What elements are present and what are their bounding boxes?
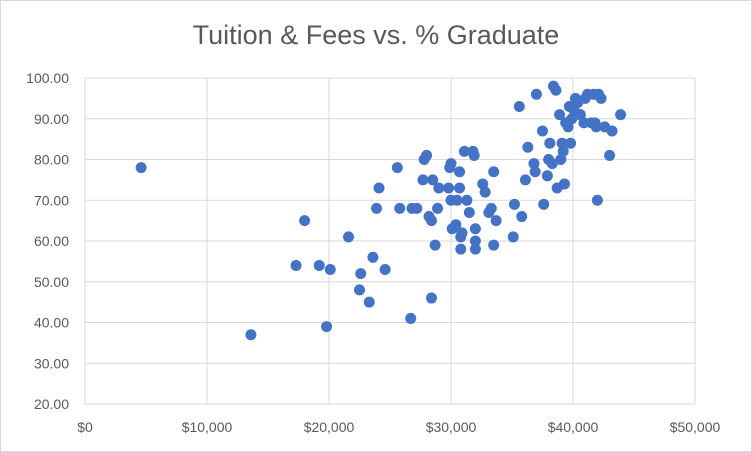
data-point [541, 170, 553, 182]
data-point [391, 162, 403, 174]
x-tick-label: $20,000 [304, 419, 355, 435]
data-point [557, 145, 569, 157]
data-point [469, 223, 481, 235]
y-tick-label: 60.00 [34, 233, 69, 249]
data-point [604, 149, 616, 161]
data-point [135, 162, 147, 174]
data-point [432, 202, 444, 214]
data-point [354, 284, 365, 296]
data-point [556, 137, 568, 149]
data-point [427, 174, 439, 186]
data-point [606, 125, 618, 137]
x-tick-label: $40,000 [548, 419, 599, 435]
data-point [513, 101, 525, 113]
data-point [425, 215, 437, 227]
data-point [373, 182, 385, 194]
y-tick-label: 100.00 [26, 70, 69, 86]
y-tick-label: 50.00 [34, 274, 69, 290]
data-point [485, 202, 497, 214]
data-point [490, 215, 502, 227]
data-point [363, 296, 375, 308]
data-point [516, 211, 528, 223]
data-points [135, 80, 627, 341]
x-tick-label: $50,000 [670, 419, 721, 435]
data-point [379, 264, 391, 276]
data-point [417, 174, 429, 186]
data-point [454, 182, 466, 194]
data-point [537, 125, 548, 137]
data-point [463, 206, 475, 218]
data-point [554, 109, 566, 121]
data-point [529, 166, 541, 178]
data-point [565, 137, 577, 149]
data-point [550, 84, 562, 96]
data-point [469, 235, 481, 247]
data-point [451, 194, 463, 206]
data-point [421, 149, 433, 161]
data-point [538, 198, 550, 210]
data-point [528, 158, 540, 170]
data-point [519, 174, 531, 186]
data-point [530, 88, 542, 100]
y-tick-label: 90.00 [34, 111, 69, 127]
data-point [425, 292, 437, 304]
y-tick-label: 80.00 [34, 152, 69, 168]
data-point [299, 215, 311, 227]
data-point [590, 121, 602, 133]
data-point [456, 227, 468, 239]
data-point [450, 219, 462, 231]
data-point [595, 92, 607, 104]
data-point [488, 166, 500, 178]
y-tick-label: 40.00 [34, 315, 69, 331]
data-point [394, 202, 406, 214]
data-point [405, 312, 417, 324]
data-point [324, 264, 336, 276]
data-point [343, 231, 355, 243]
data-point [544, 137, 556, 149]
data-point [443, 182, 455, 194]
data-point [313, 259, 325, 271]
data-point [522, 141, 534, 153]
chart-title: Tuition & Fees vs. % Graduate [192, 20, 560, 50]
data-point [458, 145, 470, 157]
data-point [461, 194, 473, 206]
x-tick-label: $0 [77, 419, 93, 435]
x-tick-label: $10,000 [182, 419, 233, 435]
data-point [355, 268, 367, 280]
data-point [488, 239, 500, 251]
data-point [371, 202, 383, 214]
gridlines [84, 77, 696, 405]
data-point [445, 158, 457, 170]
data-point [245, 329, 257, 341]
data-point [558, 178, 570, 190]
data-point [508, 198, 520, 210]
data-point [455, 243, 467, 255]
data-point [411, 202, 423, 214]
data-point [367, 251, 379, 263]
y-tick-label: 20.00 [34, 396, 69, 412]
data-point [454, 166, 466, 178]
data-point [468, 149, 480, 161]
data-point [321, 321, 333, 333]
data-point [429, 239, 441, 251]
data-point [433, 182, 445, 194]
y-tick-label: 70.00 [34, 192, 69, 208]
data-point [479, 186, 491, 198]
data-point [546, 158, 558, 170]
x-tick-label: $30,000 [426, 419, 477, 435]
tick-labels: 20.00 30.00 40.00 50.00 60.00 70.00 80.00 90.00… [26, 70, 720, 435]
data-point [507, 231, 519, 243]
data-point [469, 243, 481, 255]
data-point [290, 259, 302, 271]
data-point [615, 109, 627, 121]
data-point [591, 194, 603, 206]
y-tick-label: 30.00 [34, 355, 69, 371]
